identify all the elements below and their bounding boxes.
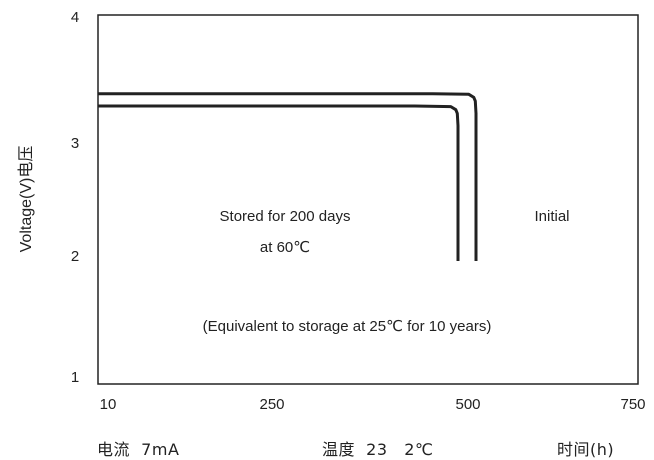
x-tick-label-10: 10	[100, 396, 117, 413]
annotation-stored-line2: at 60℃	[260, 239, 310, 256]
series-line-stored	[98, 104, 460, 261]
y-tick-label-4: 4	[71, 9, 79, 26]
x-tick-label-250: 250	[259, 396, 284, 413]
annotation-initial: Initial	[534, 208, 569, 225]
y-axis-label: Voltage(V)电压	[17, 146, 35, 253]
y-tick-label-1: 1	[71, 369, 79, 386]
y-tick-label-3: 3	[71, 135, 79, 152]
y-tick-label-2: 2	[71, 248, 79, 265]
series-layer	[98, 92, 478, 261]
annotation-equivalent: (Equivalent to storage at 25℃ for 10 yea…	[203, 318, 492, 335]
footer-current: 电流 7mA	[97, 440, 180, 459]
annotation-stored-line1: Stored for 200 days	[220, 208, 351, 225]
x-tick-label-500: 500	[455, 396, 480, 413]
x-tick-label-750: 750	[620, 396, 645, 413]
footer-temperature: 温度 23 2℃	[322, 440, 434, 459]
series-line-initial	[98, 92, 478, 261]
y-tick-labels: 4 3 2 1	[71, 9, 79, 386]
x-tick-labels: 10 250 500 750	[100, 396, 646, 413]
plot-frame	[97, 14, 639, 385]
footer-time-unit: 时间(h)	[557, 440, 615, 459]
